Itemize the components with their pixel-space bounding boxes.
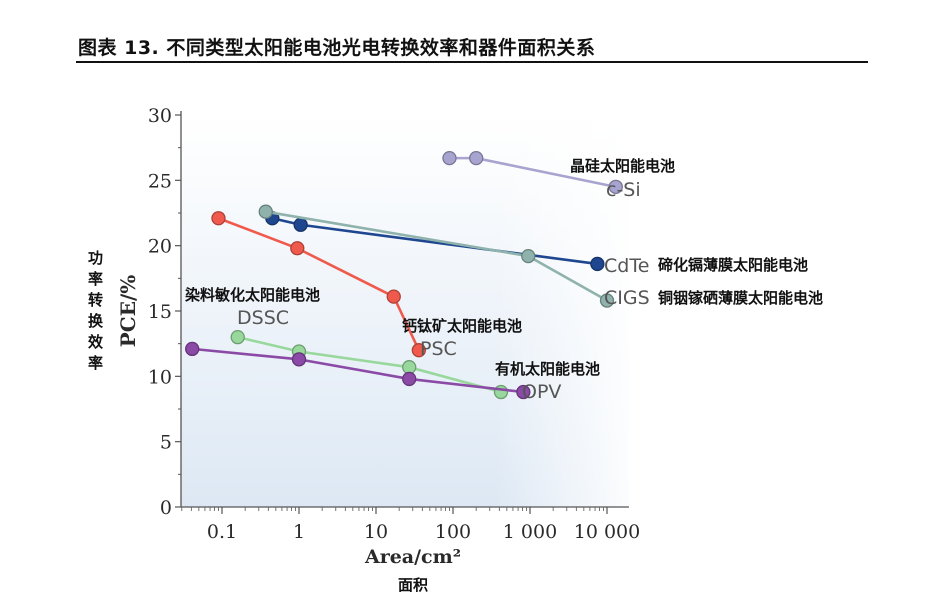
- series-label-PSC: PSC: [420, 338, 457, 360]
- series-layer: [185, 150, 623, 400]
- data-point-CIGS: [258, 204, 273, 219]
- data-point-CdTe: [293, 217, 308, 232]
- series-label-CdTe: CdTe: [604, 255, 649, 277]
- y-axis-title-cn-char: 率: [88, 354, 103, 372]
- y-axis-title-cn-char: 功: [88, 249, 103, 267]
- series-label-OPV: OPV: [522, 381, 561, 403]
- y-tick-label: 30: [148, 105, 172, 127]
- series-label-DSSC: DSSC: [237, 307, 289, 329]
- data-point-PSC: [411, 343, 426, 358]
- data-point-PSC: [211, 211, 226, 226]
- y-axis-title-cn-char: 换: [88, 312, 104, 330]
- series-label-cSi: c-Si: [606, 179, 641, 201]
- title-rule: [76, 61, 868, 63]
- x-axis-title: Area/cm²: [364, 546, 461, 568]
- data-point-OPV: [516, 384, 531, 400]
- data-point-DSSC: [402, 360, 417, 375]
- plot-background-fade: [181, 115, 629, 507]
- series-line-PSC: [218, 217, 421, 351]
- series-label-cn-DSSC: 染料敏化太阳能电池: [184, 286, 320, 304]
- data-point-cSi: [608, 179, 623, 195]
- series-line-OPV: [192, 347, 524, 394]
- y-axis-title-cn-char: 率: [88, 270, 103, 288]
- x-tick-label: 0.1: [207, 521, 237, 543]
- data-point-CIGS: [521, 248, 536, 264]
- data-point-CIGS: [599, 293, 615, 308]
- data-point-DSSC: [230, 329, 245, 345]
- y-tick-label: 0: [160, 497, 172, 519]
- data-point-cSi: [442, 150, 457, 166]
- data-point-cSi: [469, 150, 484, 166]
- x-tick-label: 10: [364, 521, 388, 543]
- y-axis-title-cn-char: 效: [88, 333, 104, 351]
- y-axis-title-cn-char: 转: [88, 291, 103, 309]
- x-tick-label: 100: [435, 521, 471, 543]
- series-label-cn-PSC: 钙钛矿太阳能电池: [402, 317, 522, 335]
- data-point-OPV: [185, 341, 200, 357]
- y-tick-label: 20: [148, 236, 172, 258]
- series-label-CIGS: CIGS: [604, 287, 650, 309]
- y-tick-label: 15: [148, 301, 172, 323]
- data-point-PSC: [386, 289, 401, 304]
- figure-title: 图表 13. 不同类型太阳能电池光电转换效率和器件面积关系: [78, 37, 596, 59]
- series-label-cn-cSi: 晶硅太阳能电池: [570, 157, 675, 175]
- data-point-OPV: [291, 352, 307, 367]
- y-tick-label: 25: [148, 170, 172, 192]
- series-label-cn-CdTe: 碲化镉薄膜太阳能电池: [658, 256, 808, 274]
- x-tick-label: 10 000: [574, 521, 640, 543]
- series-label-cn-CIGS: 铜铟镓硒薄膜太阳能电池: [658, 289, 823, 307]
- data-point-CdTe: [590, 256, 605, 272]
- series-line-DSSC: [237, 335, 502, 394]
- series-labels: c-Si 晶硅太阳能电池 CdTe 碲化镉薄膜太阳能电池 CIGS 铜铟镓硒薄膜太阳能电池…: [184, 157, 823, 403]
- x-tick-label: 1: [293, 521, 305, 543]
- x-axis-title-cn: 面积: [398, 576, 428, 594]
- y-tick-label: 10: [148, 366, 172, 388]
- data-point-DSSC: [493, 384, 509, 400]
- data-point-OPV: [402, 371, 417, 387]
- y-tick-label: 5: [160, 432, 172, 454]
- data-point-PSC: [290, 241, 305, 256]
- y-axis-title-cn: 功率转换效率: [88, 249, 104, 372]
- y-axis-title: PCE/%: [116, 275, 140, 348]
- series-label-cn-OPV: 有机太阳能电池: [495, 360, 600, 378]
- x-tick-label: 1 000: [503, 521, 557, 543]
